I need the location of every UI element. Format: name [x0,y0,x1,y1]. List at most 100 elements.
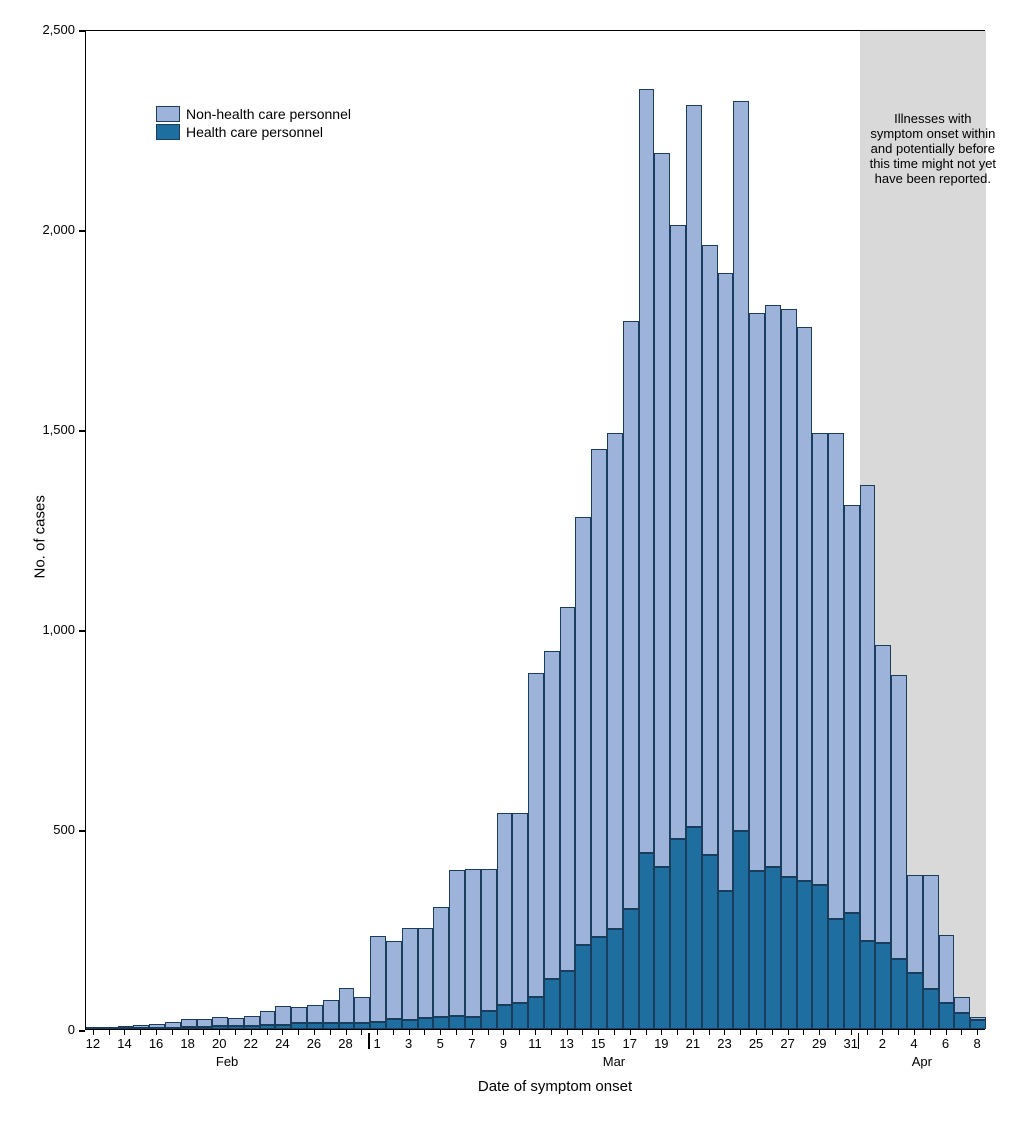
x-tick-mark [440,1030,441,1035]
x-tick-mark [140,1030,141,1035]
bar-hcp [670,839,686,1029]
x-tick-label: 21 [686,1036,700,1051]
bar-hcp [718,891,734,1029]
bar-hcp [733,831,749,1029]
legend: Non-health care personnel Health care per… [156,106,351,142]
x-tick-mark [882,1030,883,1035]
bar-non-hcp [512,813,528,1003]
bar-non-hcp [718,273,734,891]
legend-swatch [156,124,180,140]
bar-non-hcp [228,1018,244,1026]
bar-non-hcp [812,433,828,885]
x-tick-label: 14 [117,1036,131,1051]
bar-hcp [497,1005,513,1029]
month-divider [368,1033,370,1049]
bar-non-hcp [339,988,355,1023]
month-label: Apr [912,1054,932,1069]
x-tick-label: 2 [879,1036,886,1051]
bar-hcp [639,853,655,1029]
x-tick-mark [519,1030,520,1035]
x-tick-mark [393,1030,394,1035]
bar-hcp [544,979,560,1029]
x-tick-label: 6 [942,1036,949,1051]
x-tick-mark [235,1030,236,1035]
x-tick-label: 27 [780,1036,794,1051]
bar-hcp [323,1023,339,1029]
bar-hcp [623,909,639,1029]
x-tick-mark [867,1030,868,1035]
x-tick-mark [535,1030,536,1035]
bar-non-hcp [954,997,970,1013]
x-tick-mark [835,1030,836,1035]
x-tick-mark [614,1030,615,1035]
x-tick-mark [551,1030,552,1035]
bar-hcp [812,885,828,1029]
x-tick-label: 13 [559,1036,573,1051]
bar-hcp [844,913,860,1029]
bar-non-hcp [623,321,639,909]
x-tick-mark [330,1030,331,1035]
bar-non-hcp [907,875,923,973]
x-tick-mark [788,1030,789,1035]
bar-hcp [275,1025,291,1029]
bar-non-hcp [733,101,749,831]
x-tick-label: 25 [749,1036,763,1051]
x-tick-mark [314,1030,315,1035]
month-label: Mar [603,1054,625,1069]
x-tick-label: 1 [373,1036,380,1051]
bar-hcp [244,1026,260,1029]
bar-non-hcp [781,309,797,877]
bar-non-hcp [765,305,781,867]
bar-non-hcp [165,1022,181,1028]
x-tick-mark [203,1030,204,1035]
x-tick-mark [488,1030,489,1035]
bar-hcp [891,959,907,1029]
bar-hcp [686,827,702,1029]
y-tick-mark [79,830,85,832]
x-tick-label: 18 [180,1036,194,1051]
x-tick-mark [361,1030,362,1035]
legend-swatch [156,106,180,122]
bar-non-hcp [686,105,702,827]
bar-hcp [575,945,591,1029]
bar-hcp [512,1003,528,1029]
plot-area: Non-health care personnel Health care per… [85,30,985,1030]
bar-non-hcp [465,869,481,1017]
x-tick-label: 31 [844,1036,858,1051]
bar-hcp [781,877,797,1029]
legend-item: Health care personnel [156,124,351,140]
x-tick-mark [93,1030,94,1035]
bar-hcp [749,871,765,1029]
y-tick-mark [79,1030,85,1032]
bar-non-hcp [181,1019,197,1028]
bar-non-hcp [670,225,686,839]
legend-label: Non-health care personnel [186,106,351,122]
x-tick-mark [646,1030,647,1035]
x-tick-mark [346,1030,347,1035]
x-tick-mark [567,1030,568,1035]
x-tick-mark [630,1030,631,1035]
x-tick-mark [977,1030,978,1035]
bar-hcp [923,989,939,1029]
x-tick-mark [188,1030,189,1035]
bars-layer [86,31,984,1029]
x-tick-mark [772,1030,773,1035]
x-tick-mark [424,1030,425,1035]
bar-non-hcp [970,1017,986,1020]
bar-hcp [797,881,813,1029]
x-tick-mark [472,1030,473,1035]
x-tick-label: 17 [623,1036,637,1051]
y-tick-mark [79,30,85,32]
x-tick-label: 20 [212,1036,226,1051]
x-tick-mark [409,1030,410,1035]
x-tick-label: 29 [812,1036,826,1051]
bar-non-hcp [875,645,891,943]
y-tick-label: 500 [25,822,75,837]
bar-non-hcp [291,1007,307,1023]
x-tick-mark [898,1030,899,1035]
bar-hcp [291,1023,307,1029]
x-tick-mark [124,1030,125,1035]
x-tick-label: 11 [528,1036,542,1051]
bar-non-hcp [639,89,655,853]
bar-hcp [370,1022,386,1029]
